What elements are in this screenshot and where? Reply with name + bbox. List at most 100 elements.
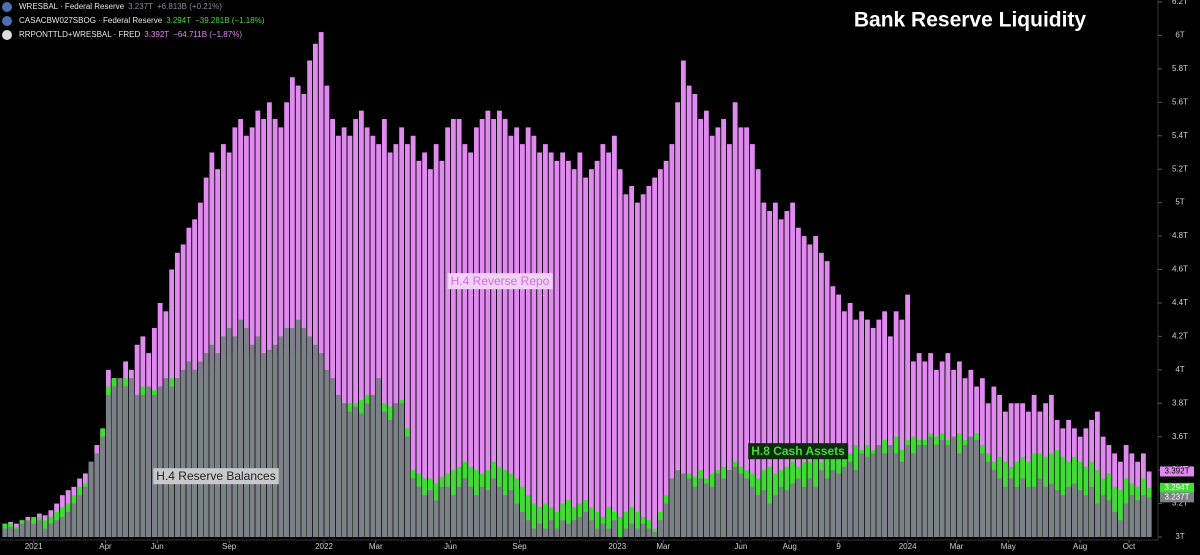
price-tag: 3.237T xyxy=(1160,492,1194,503)
bar xyxy=(836,473,842,537)
bar xyxy=(864,319,870,537)
bar xyxy=(1135,500,1141,537)
x-tick-label: Mar xyxy=(950,542,964,551)
bar xyxy=(560,152,566,537)
bar xyxy=(611,520,617,537)
bar xyxy=(905,294,911,537)
bar xyxy=(600,144,606,537)
bar xyxy=(255,110,261,537)
bar xyxy=(525,495,531,537)
bar xyxy=(243,328,249,537)
y-tick-label: 5.2T xyxy=(1172,164,1188,173)
bar xyxy=(491,478,497,537)
bar xyxy=(358,413,364,537)
bar xyxy=(445,486,451,537)
bar xyxy=(657,520,663,537)
bar xyxy=(859,311,865,537)
bar xyxy=(772,495,778,537)
bar xyxy=(301,93,307,537)
bar xyxy=(698,119,704,537)
x-tick-label: Mar xyxy=(656,542,670,551)
bar xyxy=(749,486,755,537)
bar xyxy=(330,378,336,537)
bar xyxy=(807,244,813,537)
bar xyxy=(485,110,491,537)
bar xyxy=(583,511,589,537)
bar xyxy=(82,486,88,537)
bar xyxy=(979,453,985,537)
bar xyxy=(956,453,962,537)
bar xyxy=(422,152,428,537)
bar xyxy=(42,528,48,537)
bar xyxy=(77,495,83,537)
bar xyxy=(410,135,416,537)
bar xyxy=(755,169,761,537)
bar xyxy=(726,470,732,537)
bar xyxy=(226,328,232,537)
bar xyxy=(1077,490,1083,537)
bar xyxy=(1117,520,1123,537)
bar xyxy=(468,152,474,537)
legend-entry[interactable]: CASACBW027SBOG · Federal Reserve 3.294T −3… xyxy=(19,16,265,25)
bar xyxy=(468,486,474,537)
bar xyxy=(163,378,169,537)
bar xyxy=(134,394,140,537)
bar xyxy=(48,523,54,537)
bar xyxy=(450,119,456,537)
bar xyxy=(853,319,859,537)
bar xyxy=(278,336,284,537)
bar xyxy=(353,406,359,537)
bar xyxy=(157,386,163,537)
legend-entry[interactable]: RRPONTTLD+WRESBAL · FRED 3.392T −64.711B (… xyxy=(19,30,242,39)
bar xyxy=(634,202,640,537)
bar xyxy=(537,152,543,537)
bar xyxy=(870,328,876,537)
legend: WRESBAL · Federal Reserve 3.237T +6.813B (… xyxy=(2,2,265,40)
legend-text: CASACBW027SBOG · Federal Reserve xyxy=(19,16,163,25)
bar xyxy=(439,486,445,537)
bar xyxy=(548,152,554,537)
bar xyxy=(899,319,905,537)
bar xyxy=(830,286,836,537)
annotation-box xyxy=(748,443,849,460)
bar xyxy=(456,486,462,537)
bar xyxy=(537,506,543,537)
bar xyxy=(450,495,456,537)
bar xyxy=(496,110,502,537)
bar xyxy=(1106,500,1112,537)
bar xyxy=(841,466,847,537)
bar xyxy=(238,319,244,537)
chart-title: Bank Reserve Liquidity xyxy=(854,9,1087,32)
bar xyxy=(1140,495,1146,537)
bar xyxy=(830,470,836,537)
bar xyxy=(347,411,353,537)
bar xyxy=(19,523,25,537)
bar xyxy=(560,520,566,537)
bar xyxy=(893,311,899,537)
bar xyxy=(606,152,612,537)
legend-icon xyxy=(2,30,12,40)
bar xyxy=(514,127,520,537)
bar xyxy=(376,378,382,537)
bar xyxy=(261,353,267,537)
x-tick-label: May xyxy=(1001,542,1016,551)
x-tick-label: Aug xyxy=(1073,542,1087,551)
bar xyxy=(801,486,807,537)
bar xyxy=(933,445,939,537)
x-tick-label: Jun xyxy=(151,542,164,551)
bar xyxy=(1100,495,1106,537)
bar xyxy=(537,523,543,537)
legend-entry[interactable]: WRESBAL · Federal Reserve 3.237T +6.813B (… xyxy=(19,2,222,11)
bar xyxy=(289,77,295,537)
bar xyxy=(571,520,577,537)
bar xyxy=(887,336,893,537)
price-tag-label: 3.392T xyxy=(1165,467,1190,476)
bar xyxy=(508,135,514,537)
bar xyxy=(525,127,531,537)
bar xyxy=(588,169,594,537)
bar xyxy=(749,144,755,537)
bar xyxy=(289,328,295,537)
bar xyxy=(1083,495,1089,537)
bar xyxy=(795,478,801,537)
